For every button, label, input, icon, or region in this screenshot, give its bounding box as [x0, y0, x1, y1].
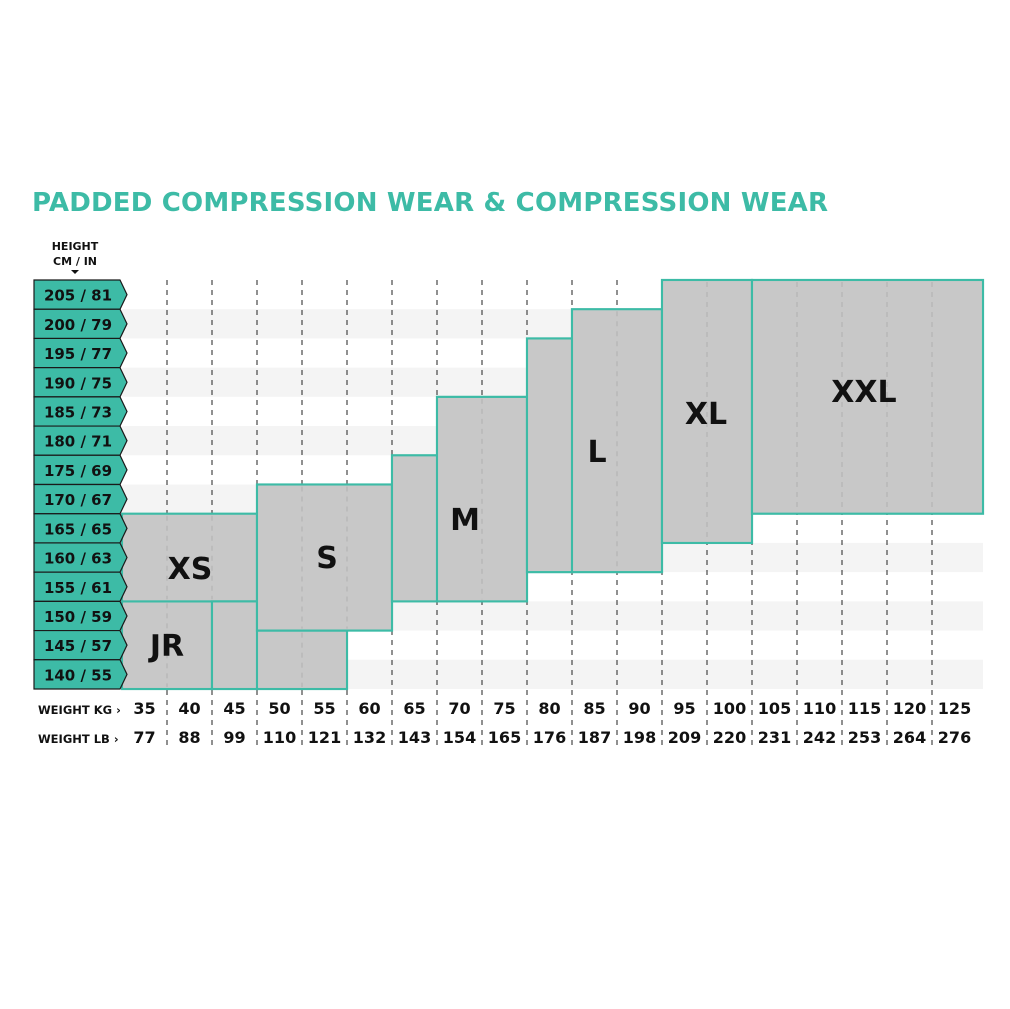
height-label: 175 / 69 [44, 462, 112, 480]
size-label-m: M [450, 503, 480, 538]
height-tag [33, 659, 128, 690]
size-cell-fill [753, 281, 982, 513]
height-label: 155 / 61 [44, 579, 112, 597]
height-label: 200 / 79 [44, 316, 112, 334]
height-axis-label-line1: HEIGHT [51, 240, 99, 253]
weight-lb-value: 99 [223, 728, 245, 747]
weight-kg-value: 65 [403, 699, 425, 718]
weight-lb-value: 143 [398, 728, 431, 747]
weight-lb-value: 209 [668, 728, 701, 747]
height-tag [33, 542, 128, 573]
height-label: 145 / 57 [44, 637, 112, 655]
height-label: 150 / 59 [44, 608, 112, 626]
height-label: 190 / 75 [44, 374, 112, 392]
weight-kg-value: 95 [673, 699, 695, 718]
height-label: 160 / 63 [44, 550, 112, 568]
size-cell-fill [123, 514, 256, 601]
weight-lb-value: 88 [178, 728, 200, 747]
height-tag [33, 367, 128, 398]
height-axis-label: HEIGHT CM / IN [40, 239, 110, 269]
height-tag [33, 396, 128, 427]
size-label-s: S [316, 541, 338, 576]
weight-lb-value: 132 [353, 728, 386, 747]
weight-lb-value: 253 [848, 728, 881, 747]
weight-kg-value: 75 [493, 699, 515, 718]
caret-down-icon [71, 270, 79, 274]
height-tag [33, 425, 128, 456]
size-region-s: S [255, 483, 394, 632]
size-label-xs: XS [168, 552, 213, 587]
size-cell-fill [393, 456, 436, 601]
height-tag [33, 571, 128, 602]
weight-kg-value: 60 [358, 699, 380, 718]
weight-lb-value: 220 [713, 728, 746, 747]
height-label: 180 / 71 [44, 433, 112, 451]
weight-kg-value: 55 [313, 699, 335, 718]
size-region-jr: JR [120, 600, 214, 691]
size-label-l: L [587, 435, 606, 470]
height-label: 195 / 77 [44, 345, 112, 363]
weight-kg-value: 125 [938, 699, 971, 718]
height-label: 205 / 81 [44, 287, 112, 305]
size-label-xxl: XXL [831, 375, 896, 410]
weight-kg-value: 110 [803, 699, 836, 718]
weight-kg-value: 35 [133, 699, 155, 718]
size-label-xl: XL [685, 397, 727, 432]
weight-lb-value: 276 [938, 728, 971, 747]
weight-lb-value: 231 [758, 728, 791, 747]
size-region-m: M [390, 395, 529, 603]
height-tag [33, 513, 128, 544]
height-label: 185 / 73 [44, 403, 112, 421]
weight-lb-value: 77 [133, 728, 155, 747]
weight-lb-value: 176 [533, 728, 566, 747]
height-tag [33, 337, 128, 369]
weight-kg-value: 85 [583, 699, 605, 718]
height-tag [33, 308, 128, 340]
height-tag [33, 279, 128, 310]
weight-lb-value: 187 [578, 728, 611, 747]
height-tag [33, 600, 128, 632]
weight-kg-value: 40 [178, 699, 200, 718]
weight-lb-value: 264 [893, 728, 926, 747]
weight-lb-label: WEIGHT LB › [38, 732, 119, 746]
weight-kg-value: 115 [848, 699, 881, 718]
weight-kg-value: 80 [538, 699, 560, 718]
weight-lb-value: 242 [803, 728, 836, 747]
weight-kg-value: 100 [713, 699, 746, 718]
weight-kg-value: 120 [893, 699, 926, 718]
weight-kg-value: 50 [268, 699, 290, 718]
weight-lb-value: 121 [308, 728, 341, 747]
weight-lb-value: 110 [263, 728, 296, 747]
size-cell-fill [213, 602, 256, 688]
height-label: 170 / 67 [44, 491, 112, 509]
weight-kg-value: 70 [448, 699, 470, 718]
size-cell-fill [528, 339, 571, 571]
height-tag [33, 483, 128, 515]
height-tag [33, 629, 128, 661]
height-tag [33, 454, 128, 486]
weight-kg-label: WEIGHT KG › [38, 703, 121, 717]
size-region-xxl: XXL [750, 278, 985, 515]
size-region-xl: XL [660, 278, 754, 545]
size-cell-fill [258, 631, 346, 688]
weight-kg-value: 45 [223, 699, 245, 718]
height-axis-label-line2: CM / IN [53, 255, 97, 268]
size-label-jr: JR [148, 629, 184, 664]
chart-title: PADDED COMPRESSION WEAR & COMPRESSION WE… [32, 188, 829, 218]
weight-kg-value: 105 [758, 699, 791, 718]
height-label: 140 / 55 [44, 666, 112, 684]
weight-kg-value: 90 [628, 699, 650, 718]
weight-lb-value: 165 [488, 728, 521, 747]
weight-lb-value: 198 [623, 728, 656, 747]
weight-lb-value: 154 [443, 728, 476, 747]
height-label: 165 / 65 [44, 520, 112, 538]
size-cell-fill [258, 485, 391, 630]
size-region-l: L [525, 308, 664, 574]
